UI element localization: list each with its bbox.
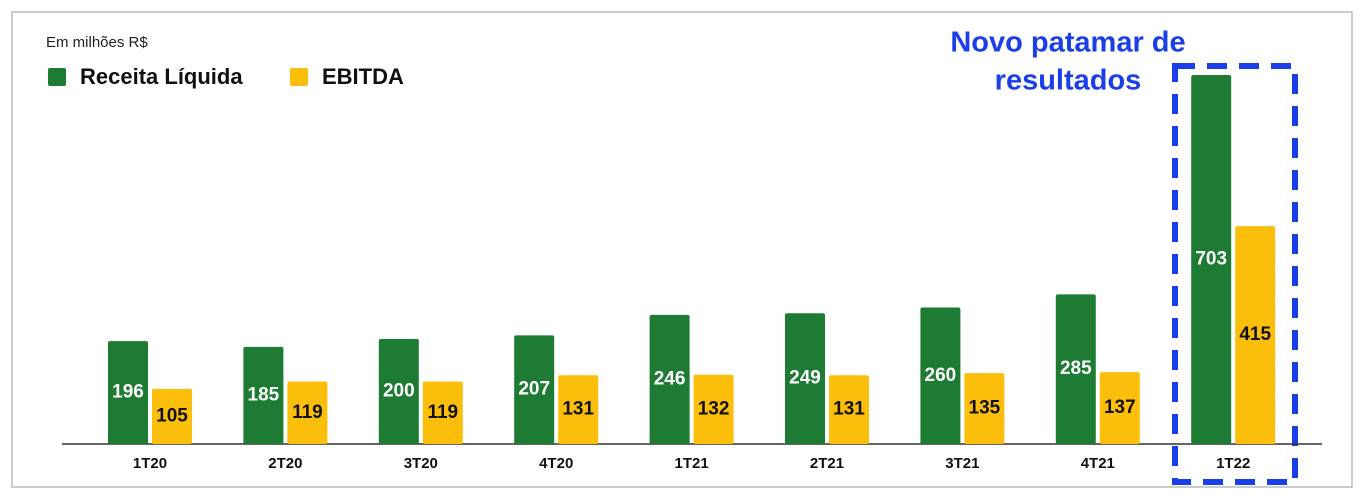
x-tick-label: 3T21 bbox=[945, 455, 979, 472]
highlight-box bbox=[1172, 63, 1298, 485]
x-tick-label: 2T20 bbox=[268, 455, 302, 472]
bar bbox=[108, 341, 148, 444]
bar bbox=[1191, 75, 1232, 444]
bar bbox=[243, 346, 284, 444]
legend-swatch bbox=[290, 68, 308, 86]
bar bbox=[693, 374, 734, 444]
value-label: 249 bbox=[789, 368, 821, 389]
legend-label: Receita Líquida bbox=[80, 64, 243, 89]
x-tick-label: 1T21 bbox=[674, 455, 708, 472]
bar bbox=[1099, 372, 1140, 444]
bar bbox=[152, 388, 192, 444]
bar bbox=[964, 373, 1005, 444]
bar bbox=[287, 381, 328, 444]
bar bbox=[514, 335, 555, 444]
value-label: 131 bbox=[833, 399, 865, 420]
unit-label: Em milhões R$ bbox=[46, 34, 148, 51]
bar bbox=[1055, 294, 1096, 444]
value-label: 246 bbox=[654, 368, 686, 389]
bar bbox=[1235, 226, 1276, 444]
bar bbox=[829, 375, 869, 444]
value-label: 415 bbox=[1239, 324, 1271, 345]
x-tick-label: 1T20 bbox=[133, 455, 167, 472]
legend-swatch bbox=[48, 68, 66, 86]
value-label: 132 bbox=[698, 398, 730, 419]
value-label: 260 bbox=[925, 365, 957, 386]
bar bbox=[422, 381, 463, 444]
value-label: 135 bbox=[969, 398, 1001, 419]
legend-label: EBITDA bbox=[322, 64, 404, 89]
value-label: 119 bbox=[427, 402, 458, 423]
value-label: 207 bbox=[518, 379, 550, 400]
annotation: resultados bbox=[995, 65, 1142, 97]
x-tick-label: 3T20 bbox=[404, 455, 438, 472]
value-label: 200 bbox=[383, 381, 415, 402]
value-label: 703 bbox=[1195, 249, 1227, 270]
value-label: 185 bbox=[248, 384, 280, 405]
x-tick-label: 4T20 bbox=[539, 455, 573, 472]
value-label: 119 bbox=[292, 402, 323, 423]
value-label: 285 bbox=[1060, 358, 1092, 379]
value-label: 196 bbox=[112, 382, 144, 403]
bar bbox=[378, 339, 419, 444]
x-tick-label: 1T22 bbox=[1216, 455, 1250, 472]
value-label: 105 bbox=[156, 405, 188, 426]
value-label: 131 bbox=[562, 399, 594, 420]
annotation: Novo patamar de bbox=[950, 27, 1185, 59]
value-label: 137 bbox=[1104, 397, 1136, 418]
bar bbox=[785, 313, 825, 444]
bar bbox=[649, 314, 690, 444]
bar bbox=[558, 375, 599, 444]
bar bbox=[920, 307, 961, 444]
x-tick-label: 2T21 bbox=[810, 455, 844, 472]
x-tick-label: 4T21 bbox=[1081, 455, 1115, 472]
